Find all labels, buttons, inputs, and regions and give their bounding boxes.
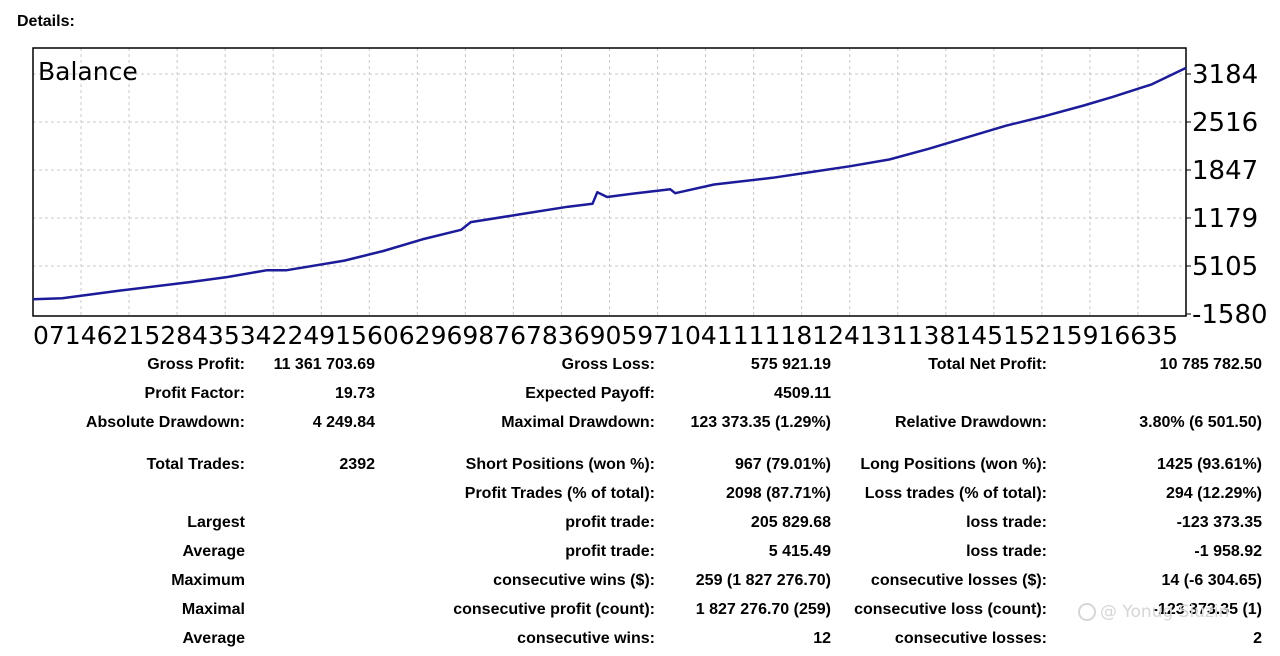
average-profit-label: profit trade: xyxy=(565,543,655,560)
largest-loss-value: -123 373.35 xyxy=(1176,514,1262,531)
y-tick-label: 1847 xyxy=(1192,156,1258,186)
chart-title: Balance xyxy=(38,57,138,86)
maximal-drawdown-value: 123 373.35 (1.29%) xyxy=(690,414,831,431)
avg-consecutive-losses-label: consecutive losses: xyxy=(894,630,1047,647)
average-consecutive-label: Average xyxy=(182,630,245,647)
gross-profit-label: Gross Profit: xyxy=(147,356,245,373)
average-label: Average xyxy=(182,543,245,560)
loss-trades-value: 294 (12.29%) xyxy=(1165,485,1262,502)
y-tick-label: 1179 xyxy=(1192,204,1258,234)
long-positions-value: 1425 (93.61%) xyxy=(1157,456,1262,473)
plot-frame xyxy=(32,47,1187,317)
y-tick-label: -1580 xyxy=(1192,300,1268,330)
max-consecutive-wins-value: 259 (1 827 276.70) xyxy=(695,572,831,589)
watermark-text: @ Yonug Siuzin xyxy=(1100,602,1230,622)
largest-label: Largest xyxy=(187,514,245,531)
largest-loss-label: loss trade: xyxy=(966,514,1047,531)
relative-drawdown-label: Relative Drawdown: xyxy=(894,414,1047,431)
profit-trades-value: 2098 (87.71%) xyxy=(726,485,831,502)
maximal-consecutive-profit-label: consecutive profit (count): xyxy=(453,601,655,618)
balance-chart-svg: 3184 2516 1847 1179 5105 -1580 Balance 07146215… xyxy=(32,47,1268,345)
avg-consecutive-wins-label: consecutive wins: xyxy=(517,630,655,647)
maximal-consecutive-loss-label: consecutive loss (count): xyxy=(854,601,1047,618)
total-net-profit-value: 10 785 782.50 xyxy=(1159,356,1262,373)
total-net-profit-label: Total Net Profit: xyxy=(928,356,1047,373)
watermark: @ Yonug Siuzin xyxy=(1078,602,1229,622)
avg-consecutive-losses-value: 2 xyxy=(1253,630,1262,647)
average-loss-value: -1 958.92 xyxy=(1194,543,1262,560)
long-positions-label: Long Positions (won %): xyxy=(860,456,1047,473)
gross-loss-value: 575 921.19 xyxy=(750,356,831,373)
avg-consecutive-wins-value: 12 xyxy=(813,630,831,647)
y-tick-label: 2516 xyxy=(1192,108,1258,138)
gross-loss-label: Gross Loss: xyxy=(561,356,655,373)
total-trades-label: Total Trades: xyxy=(146,456,245,473)
average-profit-value: 5 415.49 xyxy=(768,543,831,560)
maximal-label: Maximal xyxy=(181,601,245,618)
loss-trades-label: Loss trades (% of total): xyxy=(864,485,1047,502)
profit-trades-label: Profit Trades (% of total): xyxy=(464,485,655,502)
largest-profit-label: profit trade: xyxy=(565,514,655,531)
maximal-drawdown-label: Maximal Drawdown: xyxy=(501,414,655,431)
max-consecutive-losses-value: 14 (-6 304.65) xyxy=(1161,572,1262,589)
x-tick-labels: 0714621528435342249156062969876783690597… xyxy=(33,321,1178,345)
total-trades-value: 2392 xyxy=(339,456,375,473)
expected-payoff-value: 4509.11 xyxy=(774,385,831,402)
watermark-logo-icon xyxy=(1078,603,1096,621)
profit-factor-value: 19.73 xyxy=(334,385,375,402)
average-loss-label: loss trade: xyxy=(966,543,1047,560)
maximal-consecutive-profit-value: 1 827 276.70 (259) xyxy=(695,601,831,618)
balance-line xyxy=(32,66,1187,301)
largest-profit-value: 205 829.68 xyxy=(750,514,831,531)
balance-chart: 3184 2516 1847 1179 5105 -1580 Balance 07146215… xyxy=(0,40,1280,345)
relative-drawdown-value: 3.80% (6 501.50) xyxy=(1139,414,1262,431)
expected-payoff-label: Expected Payoff: xyxy=(525,385,655,402)
short-positions-value: 967 (79.01%) xyxy=(734,456,831,473)
max-consecutive-wins-label: consecutive wins ($): xyxy=(493,572,655,589)
y-tick-label: 3184 xyxy=(1192,60,1258,90)
max-consecutive-losses-label: consecutive losses ($): xyxy=(870,572,1047,589)
y-tick-label: 5105 xyxy=(1192,252,1258,282)
absolute-drawdown-label: Absolute Drawdown: xyxy=(85,414,245,431)
absolute-drawdown-value: 4 249.84 xyxy=(312,414,375,431)
profit-factor-label: Profit Factor: xyxy=(144,385,245,402)
short-positions-label: Short Positions (won %): xyxy=(465,456,655,473)
maximum-label: Maximum xyxy=(171,572,245,589)
details-label: Details: xyxy=(17,13,75,30)
gross-profit-value: 11 361 703.69 xyxy=(273,356,375,373)
